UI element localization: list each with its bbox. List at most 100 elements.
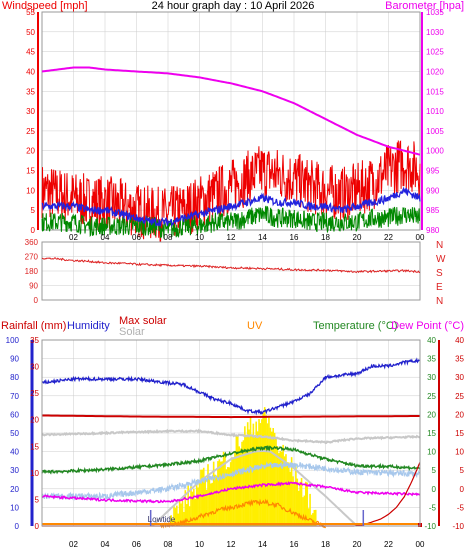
wind-x-tick-label: 04 (101, 233, 110, 242)
baro-axis-label: Barometer [hpa] (385, 0, 464, 12)
baro-axis-ticks: 980 985 990 995 1000 1005 1010 1015 1020 1025 1030… (421, 8, 444, 235)
wind-tick-label: 55 (26, 8, 35, 17)
temp-tick-label: -5 (429, 503, 437, 512)
wind-x-tick-label: 06 (132, 233, 141, 242)
weather-x-tick-label: 06 (132, 540, 141, 549)
humidity-label: Humidity (67, 320, 110, 332)
temp-tick-label: 30 (427, 373, 436, 382)
compass-letter: E (436, 282, 443, 293)
humidity-tick-label: 20 (10, 485, 19, 494)
wind-x-tick-label: 16 (290, 233, 299, 242)
direction-tick-label: 0 (34, 296, 39, 305)
uv-label: UV (247, 320, 263, 332)
direction-line (41, 257, 421, 274)
rainfall-label: Rainfall (mm) (1, 320, 66, 332)
baro-tick-label: 995 (426, 167, 440, 176)
wind-tick-label: 0 (31, 226, 36, 235)
rain-tick-label: 20 (30, 416, 39, 425)
weather-x-tick-label: 22 (384, 540, 393, 549)
wind-axis-ticks: 0 5 10 15 20 25 30 35 40 45 50 55 (26, 8, 39, 235)
baro-tick-label: 980 (426, 226, 440, 235)
dew-tick-label: 40 (455, 336, 464, 345)
humidity-tick-label: 50 (10, 429, 19, 438)
direction-tick-label: 90 (29, 282, 38, 291)
temp-tick-label: 40 (427, 336, 436, 345)
gust-avg-line (41, 186, 421, 228)
compass-letter: N (436, 296, 443, 307)
wind-x-ticks: 02 04 06 08 10 12 14 16 18 20 22 00 (69, 233, 425, 242)
solar-label: Solar (119, 326, 145, 338)
wind-x-tick-label: 22 (384, 233, 393, 242)
wind-tick-label: 15 (26, 167, 35, 176)
wind-tick-label: 40 (26, 67, 35, 76)
wind-line (41, 140, 421, 243)
baro-tick-label: 1035 (426, 8, 444, 17)
uv-line (159, 498, 327, 529)
weather-x-tick-label: 10 (195, 540, 204, 549)
dew-point-line (41, 480, 421, 504)
direction-axis-ticks: 0 90 180 270 360 (25, 238, 39, 305)
wind-tick-label: 35 (26, 87, 35, 96)
weather-x-tick-label: 20 (353, 540, 362, 549)
weather-panel-frame (41, 339, 421, 527)
compass-letter: S (436, 268, 443, 279)
wind-x-tick-label: 08 (164, 233, 173, 242)
humidity-tick-label: 100 (6, 336, 20, 345)
wind-x-tick-label: 20 (353, 233, 362, 242)
wind-tick-label: 20 (26, 147, 35, 156)
temp-tick-label: 10 (427, 448, 436, 457)
temp-axis-ticks: -10 -5 0 5 10 15 20 25 30 35 40 (424, 336, 436, 531)
rain-axis-ticks: 0 5 10 15 20 25 30 35 (30, 336, 39, 531)
humidity-tick-label: 30 (10, 466, 19, 475)
wind-axis-label: Windspeed [mph] (2, 0, 88, 12)
baro-tick-label: 985 (426, 206, 440, 215)
tide-markers: Lowtide (148, 510, 365, 526)
weather-x-tick-label: 18 (321, 540, 330, 549)
wind-x-tick-label: 10 (195, 233, 204, 242)
humidity-line (41, 357, 421, 416)
dew-tick-label: 35 (455, 355, 464, 364)
max-solar-arc (151, 449, 358, 527)
weather-x-tick-label: 02 (69, 540, 78, 549)
weather-x-tick-label: 04 (101, 540, 110, 549)
tide-marker-label: Lowtide (148, 515, 176, 524)
humidity-tick-label: 70 (10, 392, 19, 401)
dew-tick-label: -10 (452, 522, 464, 531)
rain-tick-label: 30 (30, 363, 39, 372)
wind-tick-label: 5 (31, 206, 36, 215)
max-solar-label: Max solar (119, 315, 167, 327)
weather-x-tick-label: 16 (290, 540, 299, 549)
temp-tick-label: 35 (427, 355, 436, 364)
rain-tick-label: 0 (35, 522, 40, 531)
temperature-line (41, 445, 421, 475)
temp-tick-label: 0 (432, 485, 437, 494)
dew-tick-label: 15 (455, 429, 464, 438)
weather-x-tick-label: 14 (258, 540, 267, 549)
direction-tick-label: 270 (25, 253, 39, 262)
humidity-tick-label: 40 (10, 448, 19, 457)
humidity-tick-label: 80 (10, 373, 19, 382)
humidity-tick-label: 0 (15, 522, 20, 531)
dew-tick-label: 5 (460, 466, 465, 475)
baro-tick-label: 1005 (426, 127, 444, 136)
wind-tick-label: 30 (26, 107, 35, 116)
dew-tick-label: 30 (455, 373, 464, 382)
chart-title: 24 hour graph day : 10 April 2026 (152, 0, 315, 12)
weather-x-tick-label: 00 (416, 540, 425, 549)
dew-point-label: Dew Point (°C) (391, 320, 464, 332)
wind-tick-label: 25 (26, 127, 35, 136)
humidity-tick-label: 10 (10, 503, 19, 512)
wind-x-tick-label: 18 (321, 233, 330, 242)
humidity-axis-ticks: 0 10 20 30 40 50 60 70 80 90 100 (6, 336, 20, 531)
rain-tick-label: 10 (30, 469, 39, 478)
wind-panel-frame (41, 11, 421, 231)
rain-tick-label: 15 (30, 442, 39, 451)
dew-tick-label: 25 (455, 392, 464, 401)
wind-avg-line (41, 205, 421, 239)
baro-tick-label: 1000 (426, 147, 444, 156)
weather-series (41, 357, 422, 529)
baro-tick-label: 990 (426, 186, 440, 195)
direction-series (41, 257, 421, 274)
